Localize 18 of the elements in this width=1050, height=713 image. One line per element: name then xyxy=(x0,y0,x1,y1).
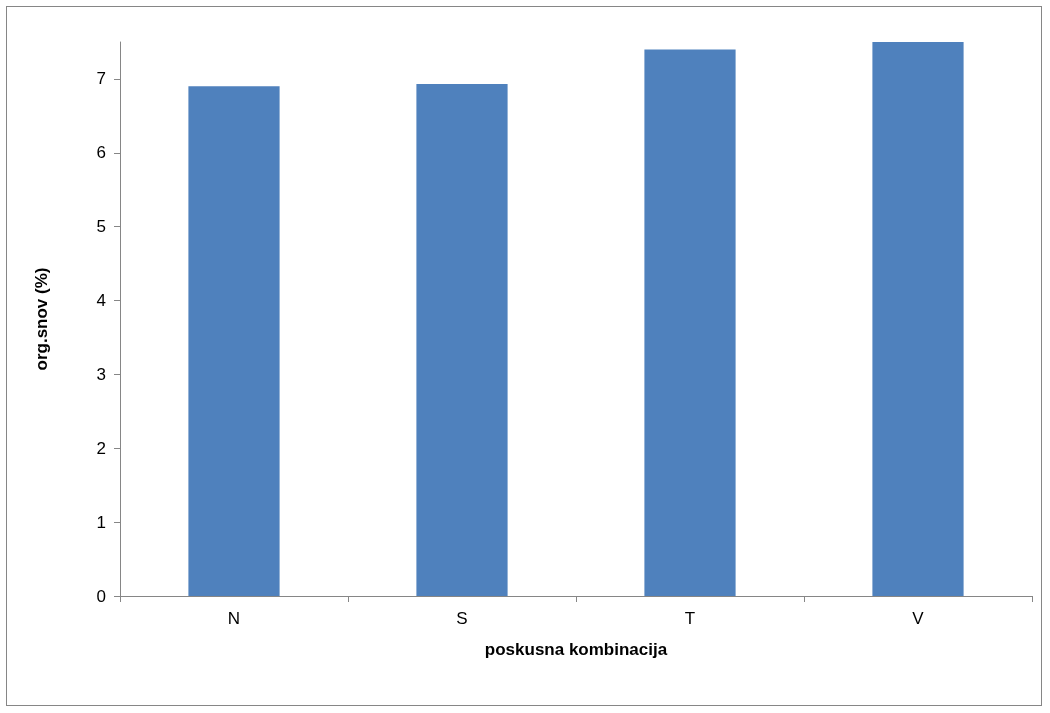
y-tick-label: 0 xyxy=(96,586,106,606)
y-tick-label: 1 xyxy=(96,512,106,532)
y-tick-label: 6 xyxy=(96,143,106,163)
y-tick-label: 5 xyxy=(96,217,106,237)
y-tick-label: 7 xyxy=(96,69,106,89)
x-tick-label: N xyxy=(227,609,241,628)
y-tick-label: 2 xyxy=(96,438,106,458)
y-tick-label: 3 xyxy=(96,364,106,384)
x-tick-label: V xyxy=(912,609,925,628)
bar xyxy=(416,84,508,596)
x-tick-label: S xyxy=(456,609,468,628)
x-tick-label: T xyxy=(684,609,696,628)
bar xyxy=(644,49,736,596)
bar xyxy=(872,42,964,596)
y-axis-title: org.snov (%) xyxy=(32,267,51,371)
bar xyxy=(188,86,280,596)
x-axis-title: poskusna kombinacija xyxy=(484,640,668,659)
y-tick-label: 4 xyxy=(96,291,106,311)
